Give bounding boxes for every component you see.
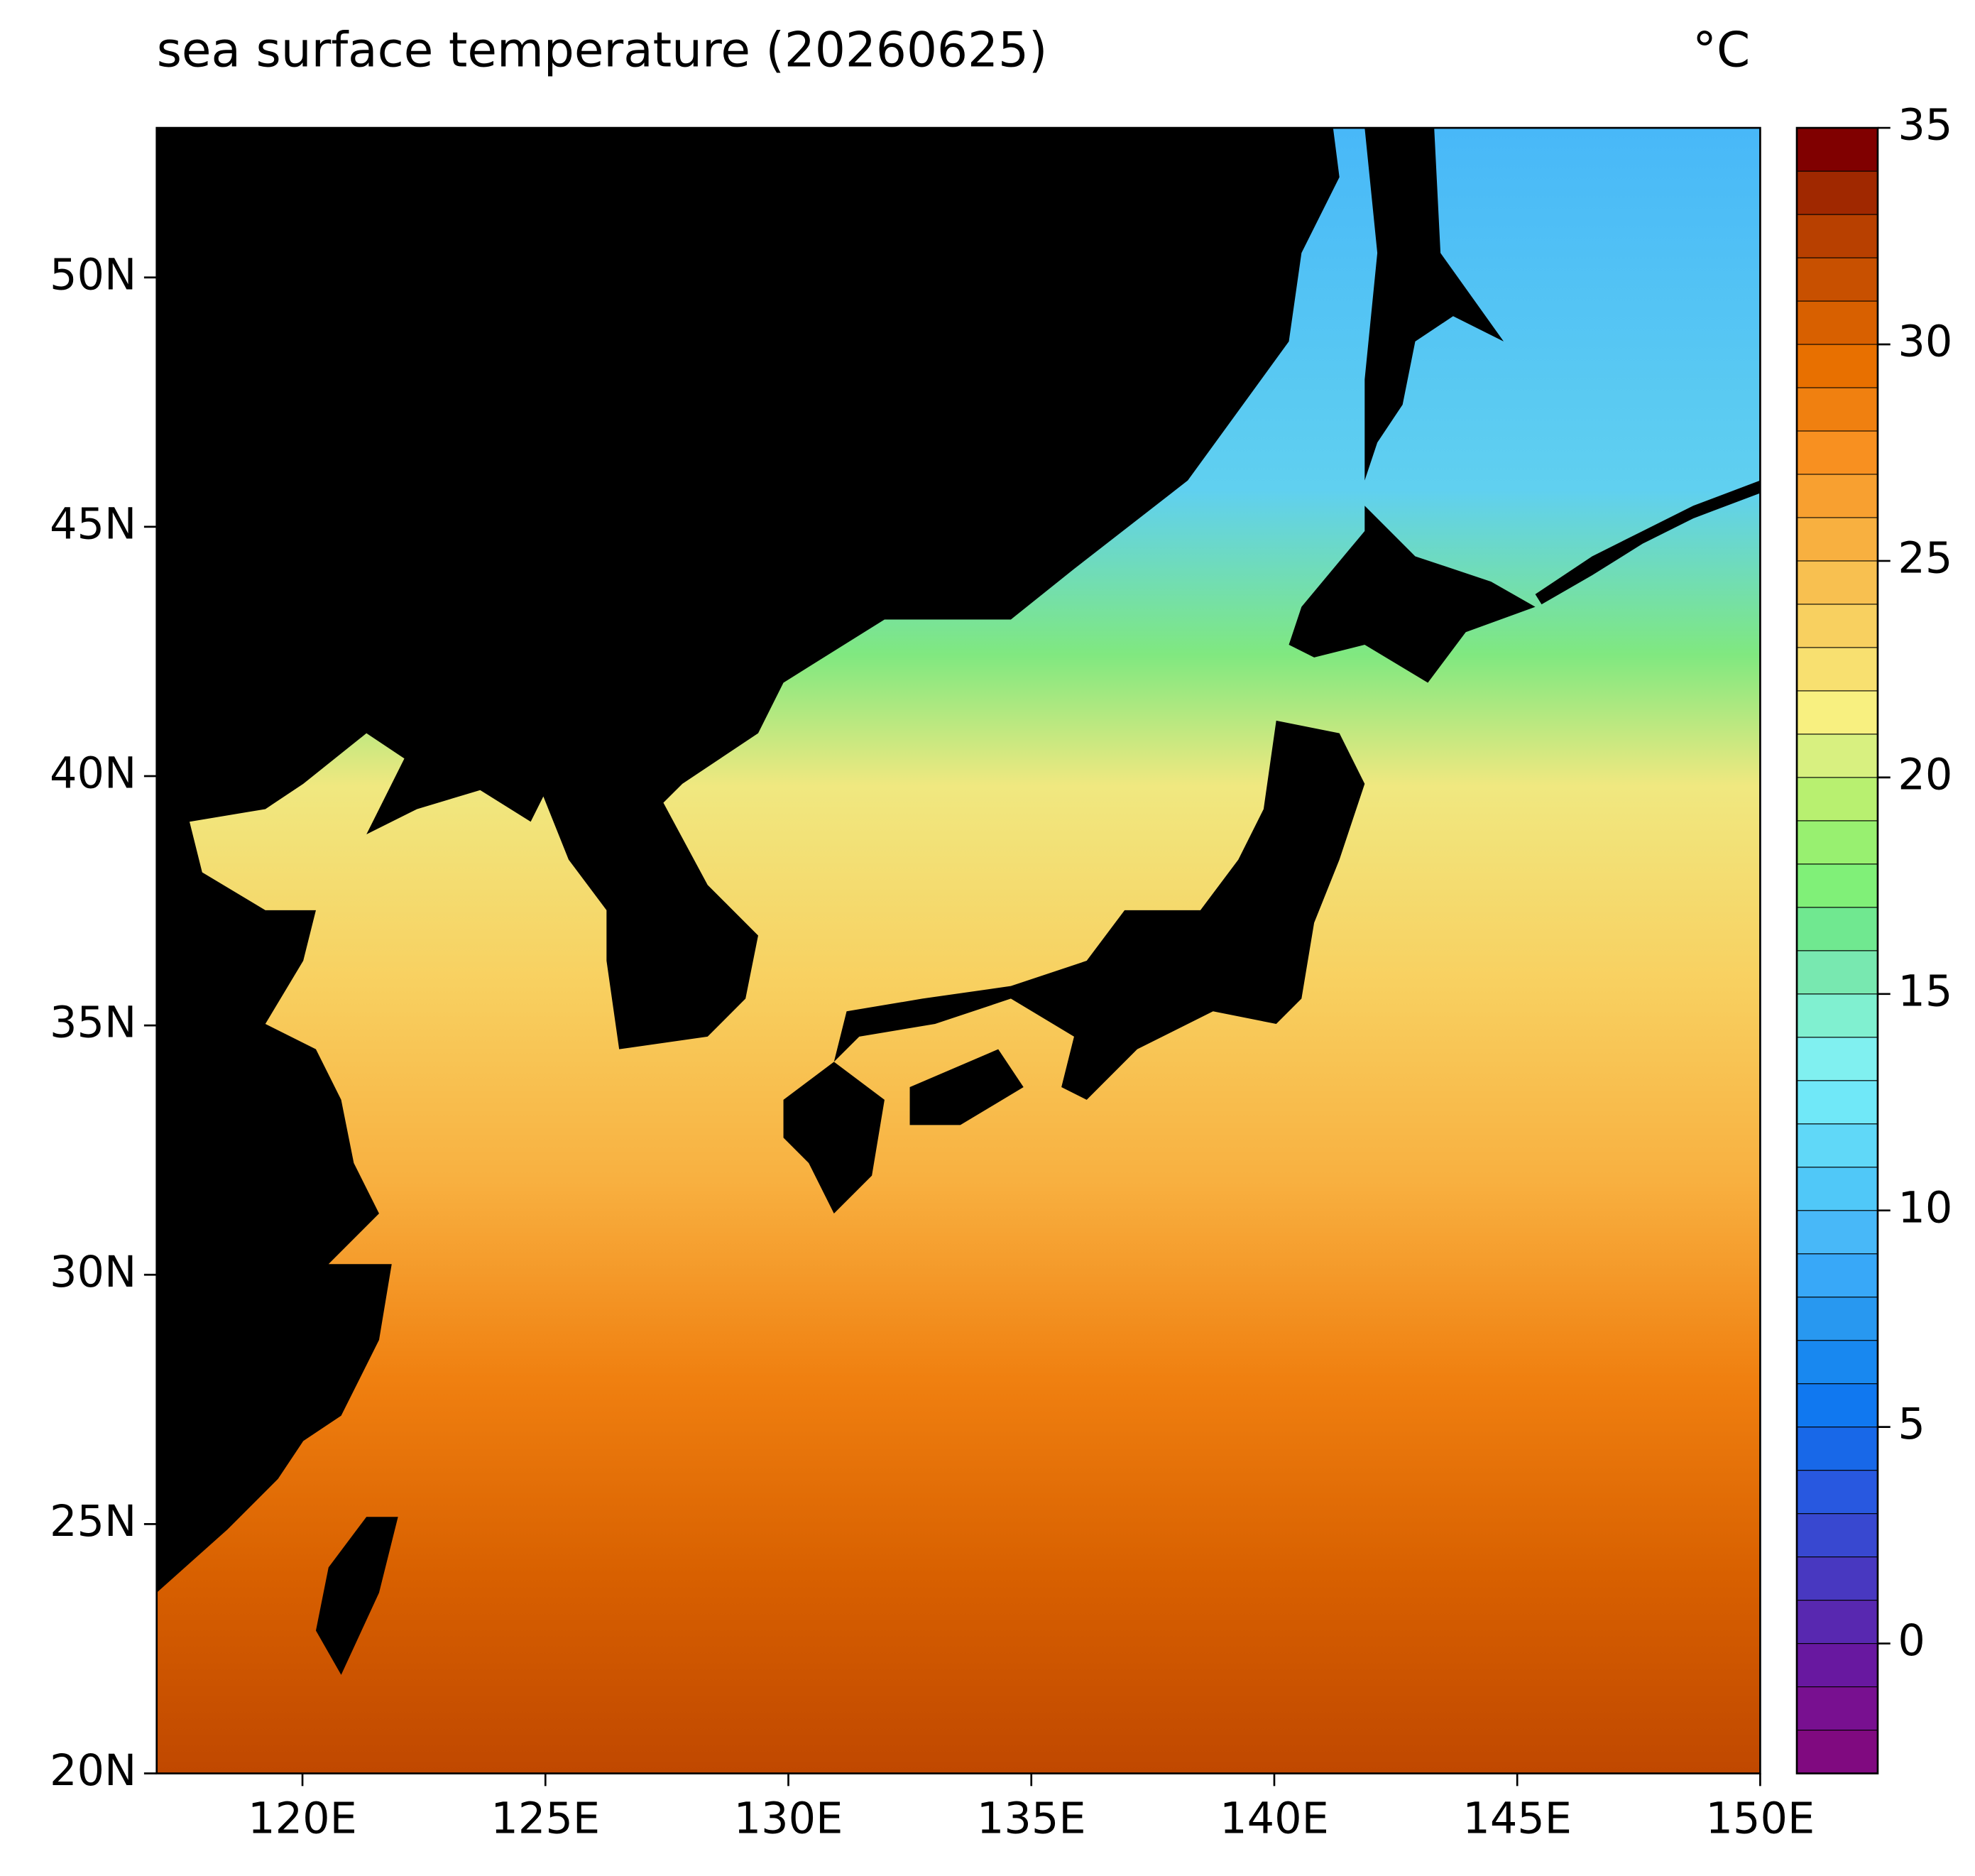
colorbar-band	[1796, 474, 1878, 518]
x-tick-label: 125E	[491, 1794, 600, 1844]
colorbar-tick-label: 35	[1898, 101, 1952, 151]
land	[315, 1517, 398, 1675]
colorbar-band	[1796, 127, 1878, 172]
land	[156, 128, 1340, 1593]
land	[1289, 506, 1536, 683]
y-tick-label: 45N	[50, 499, 136, 549]
y-tick-label: 30N	[50, 1248, 136, 1297]
colorbar-band	[1796, 734, 1878, 778]
colorbar-band	[1796, 1080, 1878, 1125]
colorbar-band	[1796, 1340, 1878, 1385]
colorbar-band	[1796, 1600, 1878, 1645]
colorbar-band	[1796, 993, 1878, 1038]
colorbar-band	[1796, 777, 1878, 822]
colorbar-frame	[1795, 126, 1879, 1774]
colorbar-tick-label: 20	[1898, 750, 1952, 800]
land	[783, 1062, 885, 1214]
colorbar-band	[1796, 1383, 1878, 1428]
colorbar-band	[1796, 1210, 1878, 1255]
colorbar-band	[1796, 950, 1878, 995]
y-tick-label: 50N	[50, 250, 136, 300]
colorbar-band	[1796, 690, 1878, 735]
colorbar-band	[1796, 1643, 1878, 1688]
y-tick-label: 20N	[50, 1746, 136, 1796]
colorbar-band	[1796, 604, 1878, 648]
colorbar-band	[1796, 560, 1878, 605]
colorbar-band	[1796, 907, 1878, 951]
colorbar-band	[1796, 820, 1878, 865]
colorbar-tick-label: 5	[1898, 1400, 1925, 1449]
x-tick-label: 150E	[1706, 1794, 1815, 1844]
map	[156, 128, 1761, 1774]
colorbar-tick-label: 10	[1898, 1183, 1952, 1233]
x-tick-label: 135E	[977, 1794, 1086, 1844]
colorbar-band	[1796, 387, 1878, 432]
colorbar-band	[1796, 1730, 1878, 1774]
colorbar-band	[1796, 1297, 1878, 1341]
colorbar-band	[1796, 1513, 1878, 1558]
colorbar-band	[1796, 1253, 1878, 1298]
x-tick-label: 140E	[1220, 1794, 1329, 1844]
x-tick-label: 120E	[248, 1794, 357, 1844]
colorbar-tick-label: 0	[1898, 1616, 1925, 1666]
colorbar-band	[1796, 1037, 1878, 1081]
colorbar-band	[1796, 1470, 1878, 1515]
x-tick-label: 145E	[1462, 1794, 1572, 1844]
land	[909, 1049, 1024, 1125]
y-tick-label: 40N	[50, 749, 136, 799]
colorbar-band	[1796, 1427, 1878, 1471]
x-tick-label: 130E	[734, 1794, 843, 1844]
colorbar-unit: °C	[1692, 22, 1750, 78]
land	[1364, 128, 1504, 481]
map-frame	[155, 126, 1761, 1774]
colorbar-band	[1796, 517, 1878, 562]
colorbar-band	[1796, 430, 1878, 475]
colorbar-band	[1796, 300, 1878, 345]
colorbar-band	[1796, 257, 1878, 302]
y-tick-label: 35N	[50, 998, 136, 1048]
colorbar-tick-label: 25	[1898, 534, 1952, 584]
colorbar-band	[1796, 1686, 1878, 1731]
colorbar-band	[1796, 344, 1878, 388]
colorbar-band	[1796, 1123, 1878, 1168]
colorbar-band	[1796, 1167, 1878, 1211]
colorbar-band	[1796, 214, 1878, 258]
y-tick-label: 25N	[50, 1497, 136, 1547]
land	[1535, 480, 1761, 605]
colorbar-band	[1796, 1556, 1878, 1601]
colorbar-band	[1796, 647, 1878, 692]
colorbar-tick-label: 15	[1898, 966, 1952, 1016]
colorbar-band	[1796, 863, 1878, 908]
colorbar-band	[1796, 170, 1878, 215]
land	[833, 720, 1365, 1100]
chart-title: sea surface temperature (20260625)	[157, 22, 1048, 78]
colorbar-tick-label: 30	[1898, 317, 1952, 367]
